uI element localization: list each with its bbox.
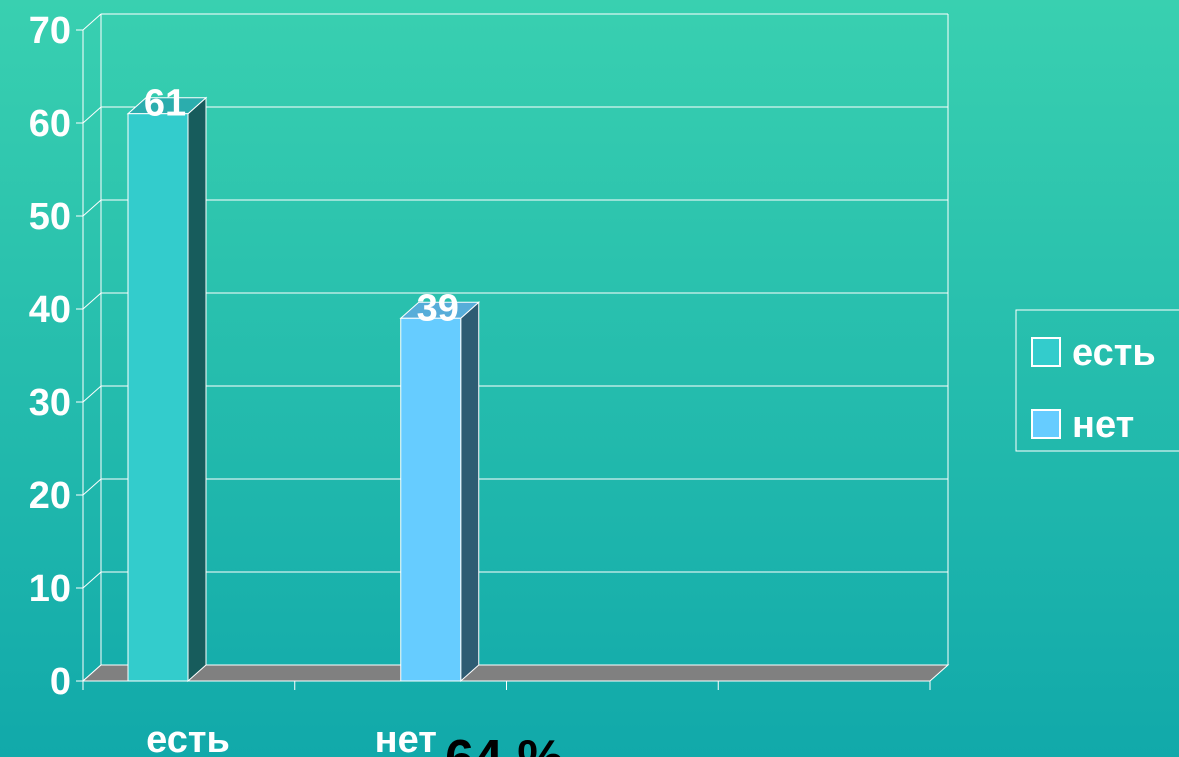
bar-side (187, 96, 207, 683)
y-tick-label: 10 (29, 568, 71, 610)
data-label: 61 (144, 83, 186, 125)
legend-swatch (1031, 409, 1061, 439)
y-tick-label: 40 (29, 289, 71, 331)
y-tick-label: 60 (29, 103, 71, 145)
y-tick-label: 50 (29, 196, 71, 238)
y-tick-label: 70 (29, 10, 71, 52)
legend-label: есть (1072, 332, 1156, 374)
y-tick-label: 0 (50, 661, 71, 703)
grid-side (82, 292, 102, 310)
x-tick-label: нет (375, 719, 437, 757)
y-tick-label: 20 (29, 475, 71, 517)
legend-swatch (1031, 337, 1061, 367)
legend-box (1015, 309, 1179, 452)
legend-label: нет (1072, 404, 1134, 446)
bar (127, 113, 189, 682)
y-tick-label: 30 (29, 382, 71, 424)
grid-side (82, 106, 102, 124)
grid-side (82, 385, 102, 403)
annotation: 64 % (445, 730, 564, 757)
grid-side (82, 571, 102, 589)
grid-side (82, 478, 102, 496)
grid-side (82, 199, 102, 217)
floor (81, 664, 950, 682)
x-tick-label: есть (146, 719, 230, 757)
bar (400, 317, 462, 682)
data-label: 39 (417, 287, 459, 329)
bar-side (460, 301, 480, 683)
grid-side (82, 13, 102, 31)
